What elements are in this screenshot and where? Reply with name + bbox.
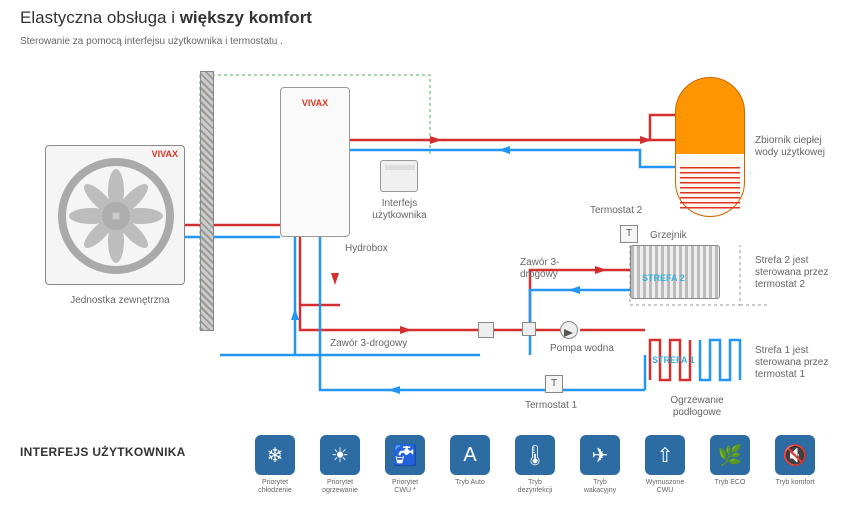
mode-glyph-icon: 🚰 (385, 435, 425, 475)
valve3a-label: Zawór 3-drogowy (330, 338, 407, 350)
valve-3way-a (478, 322, 494, 338)
mode-icon[interactable]: 🔇 Tryb komfort (775, 435, 815, 496)
zone-1-label: STREFA 1 (652, 355, 695, 365)
title-bold: większy komfort (180, 8, 312, 27)
mode-glyph-icon: 🌡 (515, 435, 555, 475)
water-pump (560, 321, 578, 339)
page-title: Elastyczna obsługa i większy komfort (20, 8, 312, 28)
mode-icons-row: ❄ Priorytet chłodzenie ☀ Priorytet ogrzewan… (255, 435, 815, 496)
mode-icon[interactable]: 🌿 Tryb ECO (710, 435, 750, 496)
mode-glyph-icon: 🔇 (775, 435, 815, 475)
mode-caption: Wymuszone CWU (645, 479, 685, 496)
system-diagram: VIVAX Jednostka zewnętrzna VIVAX Hydrobo… (0, 55, 860, 435)
mode-icon[interactable]: 🚰 Priorytet CWU * (385, 435, 425, 496)
thermostat-1-icon: T (545, 375, 563, 393)
mode-icon[interactable]: ⇧ Wymuszone CWU (645, 435, 685, 496)
mode-caption: Priorytet chłodzenie (255, 479, 295, 496)
mode-caption: Tryb wakacyjny (580, 479, 620, 496)
hydrobox: VIVAX (280, 87, 350, 237)
title-light: Elastyczna obsługa i (20, 8, 180, 27)
thermostat-2-icon: T (620, 225, 638, 243)
pump-label: Pompa wodna (550, 343, 614, 355)
tank-coil (680, 167, 740, 212)
zone1-info: Strefa 1 jest sterowana przez termostat … (755, 345, 850, 381)
fan-icon (58, 158, 174, 274)
thermostat-2-label: Termostat 2 (590, 205, 642, 217)
mode-glyph-icon: ✈ (580, 435, 620, 475)
ui-label: Interfejs użytkownika (367, 198, 432, 222)
mode-icon[interactable]: ☀ Priorytet ogrzewanie (320, 435, 360, 496)
mode-glyph-icon: ⇧ (645, 435, 685, 475)
mode-caption: Priorytet CWU * (385, 479, 425, 496)
mode-caption: Priorytet ogrzewanie (320, 479, 360, 496)
mode-icon[interactable]: ✈ Tryb wakacyjny (580, 435, 620, 496)
mode-caption: Tryb dezynfekcji (515, 479, 555, 496)
outdoor-unit: VIVAX (45, 145, 185, 285)
mode-caption: Tryb Auto (450, 479, 490, 487)
outdoor-label: Jednostka zewnętrzna (65, 295, 175, 307)
zone2-info: Strefa 2 jest sterowana przez termostat … (755, 255, 850, 291)
radiator (630, 245, 720, 299)
mode-glyph-icon: 🌿 (710, 435, 750, 475)
subtitle: Sterowanie za pomocą interfejsu użytkown… (20, 36, 283, 47)
mode-icon[interactable]: A Tryb Auto (450, 435, 490, 496)
section-title: INTERFEJS UŻYTKOWNIKA (20, 445, 186, 459)
mode-glyph-icon: A (450, 435, 490, 475)
mode-caption: Tryb komfort (775, 479, 815, 487)
mode-icon[interactable]: 🌡 Tryb dezynfekcji (515, 435, 555, 496)
wall (200, 71, 214, 331)
brand-hydro: VIVAX (302, 98, 328, 108)
thermostat-1-label: Termostat 1 (525, 400, 577, 412)
mode-glyph-icon: ❄ (255, 435, 295, 475)
zone-2-label: STREFA 2 (642, 273, 685, 283)
mode-icon[interactable]: ❄ Priorytet chłodzenie (255, 435, 295, 496)
floor-label: Ogrzewanie podłogowe (652, 395, 742, 419)
user-interface-panel (380, 160, 418, 192)
brand-outdoor: VIVAX (152, 149, 178, 159)
hydrobox-label: Hydrobox (345, 243, 388, 255)
mode-caption: Tryb ECO (710, 479, 750, 487)
valve-3way-b (522, 322, 536, 336)
radiator-label: Grzejnik (650, 230, 687, 242)
valve3b-label: Zawór 3-drogowy (520, 257, 580, 281)
tank-label: Zbiornik ciepłej wody użytkowej (755, 135, 845, 159)
mode-glyph-icon: ☀ (320, 435, 360, 475)
